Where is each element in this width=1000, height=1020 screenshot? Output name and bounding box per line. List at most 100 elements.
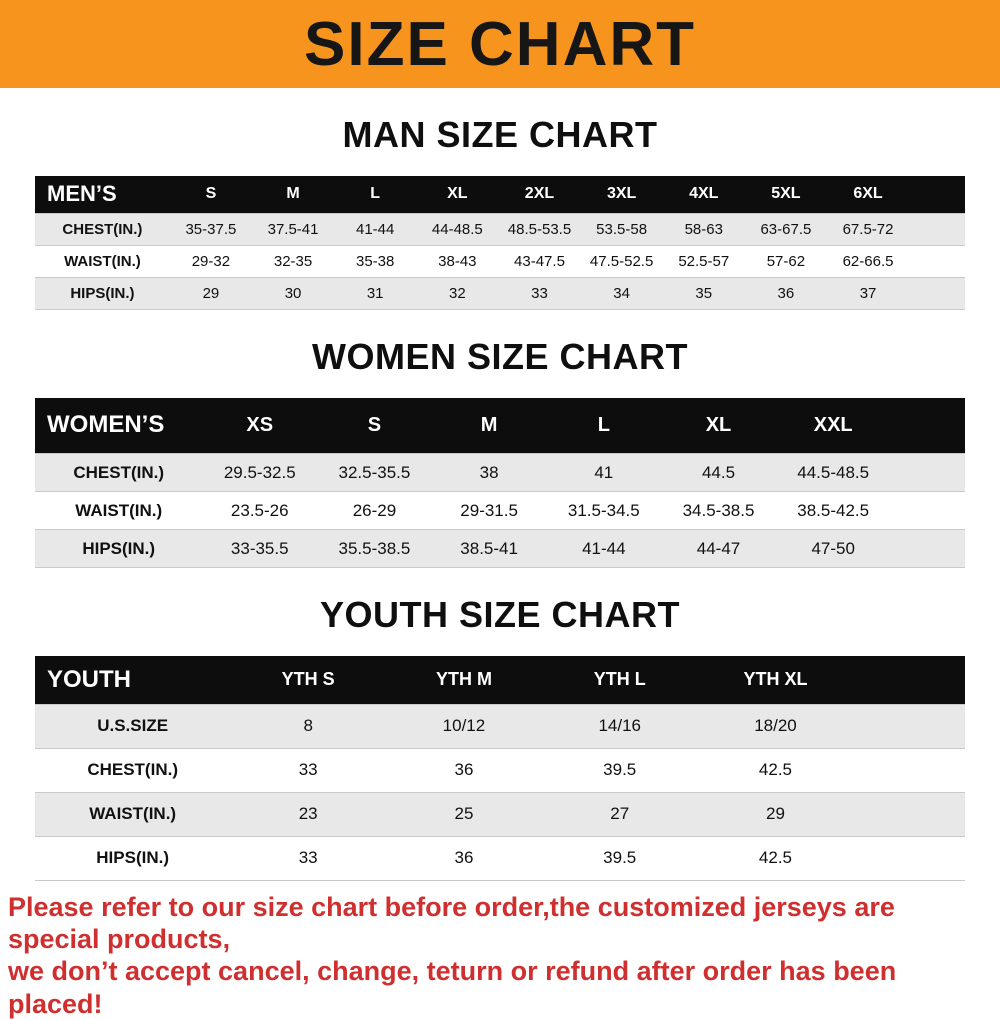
measurement-value: 38.5-41 [432, 530, 547, 568]
measurement-value: 35-38 [334, 245, 416, 277]
measurement-value: 62-66.5 [827, 245, 909, 277]
measurement-value: 52.5-57 [663, 245, 745, 277]
spacer-cell [891, 492, 965, 530]
spacer-cell [909, 176, 965, 213]
measurement-value: 35.5-38.5 [317, 530, 432, 568]
measurement-value: 31.5-34.5 [546, 492, 661, 530]
size-column-header: L [546, 398, 661, 454]
size-column-header: 5XL [745, 176, 827, 213]
measurement-value: 18/20 [698, 704, 854, 748]
measurement-value: 44.5-48.5 [776, 454, 891, 492]
measurement-label: WAIST(IN.) [35, 792, 230, 836]
spacer-cell [891, 454, 965, 492]
measurement-value: 43-47.5 [498, 245, 580, 277]
measurement-value: 36 [745, 277, 827, 309]
measurement-label: HIPS(IN.) [35, 277, 170, 309]
size-column-header: S [317, 398, 432, 454]
measurement-value: 37.5-41 [252, 213, 334, 245]
size-column-header: YTH L [542, 656, 698, 704]
measurement-value: 53.5-58 [581, 213, 663, 245]
measurement-value: 63-67.5 [745, 213, 827, 245]
size-column-header: 6XL [827, 176, 909, 213]
size-column-header: XL [416, 176, 498, 213]
measurement-value: 39.5 [542, 748, 698, 792]
measurement-value: 25 [386, 792, 542, 836]
measurement-value: 32-35 [252, 245, 334, 277]
measurement-value: 67.5-72 [827, 213, 909, 245]
measurement-value: 38.5-42.5 [776, 492, 891, 530]
measurement-value: 32 [416, 277, 498, 309]
size-column-header: 2XL [498, 176, 580, 213]
size-column-header: XXL [776, 398, 891, 454]
measurement-value: 39.5 [542, 836, 698, 880]
spacer-cell [853, 748, 965, 792]
measurement-value: 26-29 [317, 492, 432, 530]
measurement-value: 47-50 [776, 530, 891, 568]
measurement-value: 30 [252, 277, 334, 309]
measurement-value: 35 [663, 277, 745, 309]
spacer-cell [909, 213, 965, 245]
spacer-cell [909, 245, 965, 277]
measurement-value: 34 [581, 277, 663, 309]
measurement-value: 41-44 [546, 530, 661, 568]
table-title-cell: MEN’S [35, 176, 170, 213]
measurement-value: 42.5 [698, 748, 854, 792]
spacer-cell [891, 530, 965, 568]
footer-line-1: Please refer to our size chart before or… [8, 891, 992, 956]
spacer-cell [891, 398, 965, 454]
measurement-value: 23 [230, 792, 386, 836]
measurement-value: 41-44 [334, 213, 416, 245]
table-title-cell: WOMEN’S [35, 398, 202, 454]
measurement-label: WAIST(IN.) [35, 492, 202, 530]
size-column-header: L [334, 176, 416, 213]
measurement-value: 29 [698, 792, 854, 836]
measurement-value: 29.5-32.5 [202, 454, 317, 492]
measurement-value: 10/12 [386, 704, 542, 748]
table-title-cell: YOUTH [35, 656, 230, 704]
measurement-value: 8 [230, 704, 386, 748]
measurement-label: CHEST(IN.) [35, 748, 230, 792]
measurement-value: 38-43 [416, 245, 498, 277]
measurement-value: 38 [432, 454, 547, 492]
spacer-cell [853, 704, 965, 748]
size-column-header: S [170, 176, 252, 213]
footer-note: Please refer to our size chart before or… [8, 891, 992, 1020]
size-column-header: YTH S [230, 656, 386, 704]
section-title: YOUTH SIZE CHART [0, 594, 1000, 636]
measurement-value: 58-63 [663, 213, 745, 245]
size-column-header: M [252, 176, 334, 213]
measurement-label: HIPS(IN.) [35, 530, 202, 568]
size-column-header: YTH XL [698, 656, 854, 704]
measurement-value: 32.5-35.5 [317, 454, 432, 492]
size-chart-banner: SIZE CHART [0, 0, 1000, 88]
size-column-header: YTH M [386, 656, 542, 704]
measurement-value: 31 [334, 277, 416, 309]
spacer-cell [909, 277, 965, 309]
spacer-cell [853, 836, 965, 880]
section-title: WOMEN SIZE CHART [0, 336, 1000, 378]
measurement-value: 57-62 [745, 245, 827, 277]
measurement-value: 42.5 [698, 836, 854, 880]
size-column-header: M [432, 398, 547, 454]
measurement-value: 23.5-26 [202, 492, 317, 530]
measurement-label: CHEST(IN.) [35, 213, 170, 245]
measurement-value: 44-48.5 [416, 213, 498, 245]
measurement-value: 33-35.5 [202, 530, 317, 568]
measurement-value: 29-31.5 [432, 492, 547, 530]
